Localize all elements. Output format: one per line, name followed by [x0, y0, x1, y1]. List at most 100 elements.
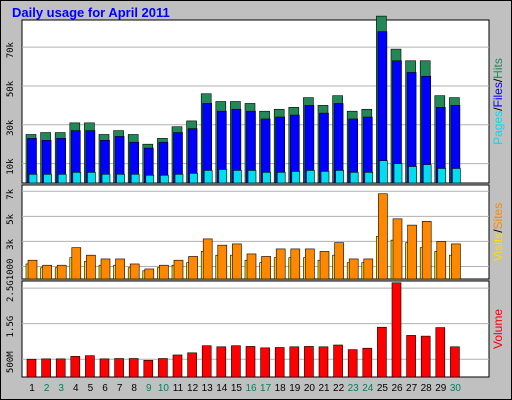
pages-bar — [57, 173, 67, 184]
volume-bar — [391, 282, 402, 378]
pages-bar — [87, 172, 96, 184]
x-tick-label: 11 — [173, 383, 184, 394]
volume-bar — [216, 346, 227, 378]
sites-bar — [421, 221, 432, 280]
pages-bar — [101, 173, 111, 184]
pages-bar — [262, 172, 271, 184]
volume-bar — [85, 355, 95, 378]
volume-bar — [55, 358, 66, 378]
x-tick-label: 26 — [391, 383, 403, 394]
sites-bar — [232, 243, 242, 280]
volume-bar — [128, 358, 139, 378]
pages-bar — [28, 173, 38, 184]
sites-bar — [290, 248, 301, 280]
side-label-hits-files-pages: Pages/Files/Hits — [491, 58, 505, 145]
pages-bar — [247, 170, 257, 184]
legend-files: Files — [491, 82, 505, 107]
legend-separator: / — [491, 229, 505, 233]
pages-bar — [335, 170, 344, 184]
pages-bar — [145, 174, 155, 184]
x-tick-label: 28 — [421, 383, 433, 394]
volume-bar — [333, 344, 343, 378]
pages-bar — [291, 171, 301, 184]
x-tick-label: 4 — [73, 383, 79, 394]
x-tick-label: 25 — [377, 383, 389, 394]
sites-bar — [305, 248, 315, 280]
legend-visits: Visits — [491, 233, 505, 261]
volume-bar — [406, 335, 416, 378]
x-tick-label: 19 — [289, 383, 301, 394]
sites-bar — [100, 258, 111, 280]
legend-separator: / — [491, 107, 505, 111]
pages-bar — [233, 170, 242, 184]
pages-bar — [379, 160, 388, 184]
sites-bar — [378, 193, 388, 280]
sites-bar — [71, 247, 82, 280]
sites-bar — [407, 224, 417, 280]
volume-bar — [304, 346, 314, 378]
pages-bar — [130, 173, 140, 184]
sites-bar — [363, 258, 374, 280]
x-tick-label: 24 — [362, 383, 374, 394]
y-tick-label: 500M — [6, 351, 16, 373]
x-tick-label: 10 — [158, 383, 170, 394]
volume-bar — [26, 358, 37, 378]
y-tick-label: 1000 — [6, 259, 16, 281]
y-tick-label: 1.5G — [6, 316, 16, 338]
volume-bar — [114, 358, 124, 378]
x-tick-label: 13 — [202, 383, 214, 394]
volume-bar — [362, 347, 373, 378]
x-tick-label: 2 — [44, 383, 50, 394]
x-tick-label: 22 — [333, 383, 345, 394]
pages-bar — [276, 172, 286, 184]
pages-bar — [218, 169, 228, 184]
volume-bar — [274, 347, 285, 378]
legend-hits: Hits — [491, 58, 505, 79]
pages-bar — [116, 173, 125, 184]
x-tick-label: 21 — [318, 383, 330, 394]
pages-bar — [174, 173, 184, 184]
sites-bar — [56, 264, 67, 280]
pages-bar — [364, 172, 374, 184]
y-tick-label: 10k — [6, 158, 16, 175]
volume-bar — [420, 335, 431, 378]
sites-bar — [334, 242, 344, 280]
sites-bar — [144, 268, 155, 280]
pages-bar — [306, 170, 315, 184]
x-tick-label: 6 — [102, 383, 108, 394]
x-tick-label: 14 — [216, 383, 228, 394]
volume-bar — [70, 356, 81, 378]
sites-bar — [275, 248, 286, 280]
pages-bar — [72, 172, 82, 184]
pages-bar — [452, 168, 461, 184]
volume-bar — [231, 345, 241, 378]
pages-bar — [320, 171, 330, 184]
volume-bar — [318, 346, 329, 378]
volume-bar — [41, 358, 51, 378]
legend-sites: Sites — [491, 203, 505, 230]
pages-bar — [189, 172, 198, 184]
volume-bar — [172, 354, 183, 378]
sites-bar — [451, 243, 461, 280]
x-tick-label: 16 — [245, 383, 257, 394]
pages-bar — [422, 164, 432, 184]
sites-bar — [217, 244, 228, 280]
sites-bar — [42, 264, 52, 280]
pages-bar — [393, 163, 403, 184]
sites-bar — [188, 256, 198, 280]
sites-bar — [202, 238, 213, 280]
x-tick-label: 23 — [348, 383, 360, 394]
x-tick-label: 29 — [435, 383, 447, 394]
sites-bar — [319, 251, 330, 280]
x-tick-label: 1 — [29, 383, 35, 394]
files-bar — [377, 31, 388, 184]
x-tick-label: 12 — [187, 383, 199, 394]
sites-bar — [27, 259, 38, 280]
volume-bar — [377, 326, 387, 378]
x-tick-label: 5 — [88, 383, 94, 394]
x-tick-label: 18 — [275, 383, 287, 394]
pages-bar — [203, 170, 213, 184]
volume-bar — [347, 349, 358, 378]
volume-bar — [201, 345, 212, 378]
